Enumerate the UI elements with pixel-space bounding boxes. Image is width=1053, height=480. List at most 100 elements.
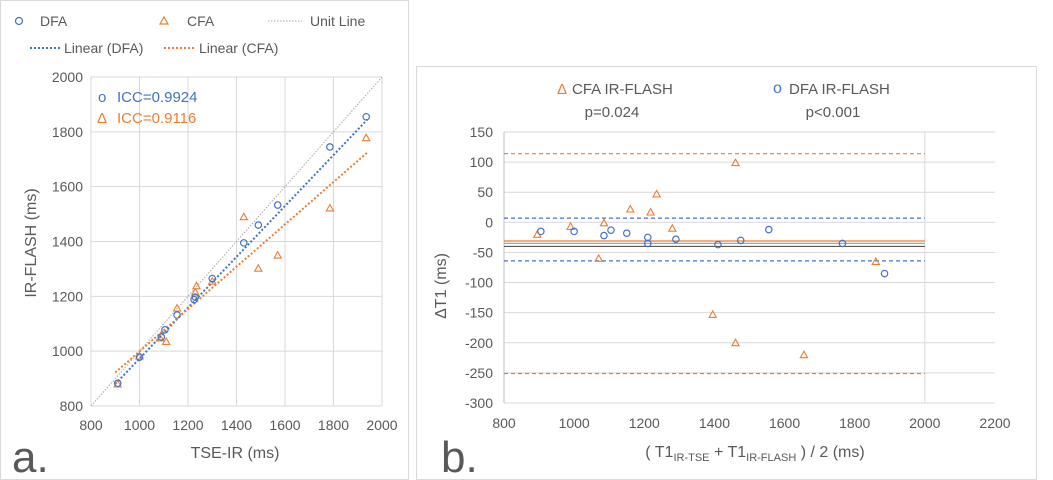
x-title-part1: ( T1 bbox=[645, 444, 673, 461]
dfa-point bbox=[208, 274, 217, 283]
cfa-diff-point bbox=[566, 221, 576, 230]
panel-b-x-tick-label: 2000 bbox=[909, 415, 940, 431]
panel-a-y-tick-label: 1600 bbox=[52, 179, 83, 195]
icc-cfa-annotation: ICC=0.9116 bbox=[117, 110, 196, 127]
dfa-point bbox=[254, 221, 263, 229]
panel-a-x-tick-label: 1200 bbox=[172, 417, 203, 433]
legend-dfa-pvalue: p<0.001 bbox=[806, 104, 861, 121]
x-title-sub2: IR-FLASH bbox=[746, 452, 796, 464]
panel-a-y-tick-label: 2000 bbox=[52, 69, 83, 85]
dfa-point bbox=[135, 353, 144, 361]
cfa-point bbox=[191, 281, 202, 290]
legend-cfa-label: CFA bbox=[187, 13, 215, 29]
dfa-point bbox=[191, 293, 200, 301]
panel-b-lines bbox=[504, 153, 925, 375]
cfa-point bbox=[190, 287, 200, 296]
dfa-diff-point bbox=[600, 231, 608, 240]
icc-cfa-marker: Δ bbox=[97, 110, 107, 127]
x-title-part3: ) / 2 (ms) bbox=[796, 444, 864, 461]
cfa-point bbox=[325, 203, 335, 212]
dfa-diff-point bbox=[714, 240, 722, 249]
cfa-point bbox=[239, 212, 249, 221]
panel-a-y-tick-label: 1200 bbox=[52, 288, 83, 304]
legend-linear-cfa-label: Linear (CFA) bbox=[199, 40, 278, 56]
panel-a-points bbox=[113, 112, 371, 388]
panel-a-x-tick-label: 2000 bbox=[366, 417, 397, 433]
panel-b-x-tick-label: 2200 bbox=[979, 415, 1010, 431]
panel-a-y-tick-label: 800 bbox=[60, 398, 84, 414]
panel-b-grid bbox=[503, 131, 995, 404]
x-title-sub1: IR-TSE bbox=[673, 452, 709, 464]
legend-cfa-marker-icon bbox=[158, 15, 170, 25]
panel-b-y-tick-label: 0 bbox=[485, 214, 493, 230]
cfa-point bbox=[134, 351, 145, 360]
dfa-diff-point bbox=[736, 236, 745, 245]
panel-b-y-tick-label: -250 bbox=[465, 365, 493, 381]
panel-b-x-tick-label: 1400 bbox=[699, 415, 730, 431]
panel-a-frame bbox=[0, 0, 409, 480]
dfa-diff-point bbox=[880, 269, 889, 278]
legend-cfa-irflash-marker: Δ bbox=[557, 81, 567, 98]
panel-b-y-tick-label: 100 bbox=[470, 154, 494, 170]
panel-b-y-axis-title: ΔT1 (ms) bbox=[433, 253, 450, 319]
legend-cfa-pvalue: p=0.024 bbox=[585, 104, 640, 121]
cfa-point bbox=[172, 303, 182, 312]
panel-a: 800 1000 1200 1400 1600 1800 2000 800 1000 1200 14… bbox=[12, 13, 398, 480]
cfa-diff-point bbox=[599, 218, 609, 227]
dfa-diff-point bbox=[537, 227, 545, 236]
panel-b-y-tick-label: -50 bbox=[473, 244, 493, 260]
dfa-point bbox=[326, 143, 334, 151]
cfa-diff-point bbox=[646, 207, 656, 216]
icc-dfa-marker: o bbox=[98, 89, 106, 106]
panel-a-x-tick-label: 1600 bbox=[269, 417, 300, 433]
dfa-point bbox=[157, 333, 166, 341]
panel-b-y-tick-label: 150 bbox=[470, 124, 494, 140]
panel-a-x-tick-label: 800 bbox=[79, 417, 103, 433]
panel-b-y-tick-label: -300 bbox=[465, 395, 493, 411]
dfa-point bbox=[362, 112, 371, 121]
panel-b: 800 1000 1200 1400 1600 1800 2000 2200 150 100 50 0… bbox=[433, 80, 1011, 480]
panel-a-x-tick-label: 1400 bbox=[221, 417, 252, 433]
panel-b-frame bbox=[416, 66, 1037, 480]
panel-b-x-tick-label: 1800 bbox=[839, 415, 870, 431]
panel-b-y-tick-label: -100 bbox=[465, 275, 493, 291]
panel-b-x-tick-label: 800 bbox=[492, 415, 516, 431]
cfa-point bbox=[361, 133, 371, 142]
cfa-diff-point bbox=[799, 350, 809, 359]
dfa-point bbox=[239, 239, 248, 247]
icc-dfa-annotation: ICC=0.9924 bbox=[117, 89, 197, 106]
dfa-diff-point bbox=[764, 225, 773, 234]
panel-b-x-tick-label: 1600 bbox=[769, 415, 800, 431]
dfa-point bbox=[161, 325, 169, 334]
panel-b-points bbox=[532, 157, 889, 359]
panel-a-y-axis-title: IR-FLASH (ms) bbox=[23, 188, 40, 297]
cfa-diff-point bbox=[871, 256, 881, 265]
legend-dfa-irflash-label: DFA IR-FLASH bbox=[789, 81, 890, 98]
legend-dfa-marker-icon bbox=[14, 16, 24, 26]
panel-a-label: a. bbox=[12, 433, 49, 480]
dfa-diff-point bbox=[570, 227, 578, 236]
cfa-diff-point bbox=[594, 253, 604, 262]
dfa-point bbox=[173, 311, 181, 319]
legend-linear-dfa-label: Linear (DFA) bbox=[64, 40, 143, 56]
panel-a-x-tick-label: 1000 bbox=[124, 417, 155, 433]
legend-cfa-irflash-label: CFA IR-FLASH bbox=[572, 81, 673, 98]
legend-dfa-label: DFA bbox=[40, 13, 68, 29]
panel-a-y-tick-label: 1400 bbox=[52, 234, 83, 250]
cfa-point bbox=[273, 250, 283, 259]
panel-b-y-tick-label: -150 bbox=[465, 305, 493, 321]
x-title-part2: + T1 bbox=[710, 444, 747, 461]
legend-unit-label: Unit Line bbox=[310, 13, 365, 29]
cfa-diff-point bbox=[730, 338, 741, 347]
dfa-diff-point bbox=[622, 229, 631, 237]
cfa-diff-point bbox=[730, 157, 741, 167]
panel-a-x-axis-title: TSE-IR (ms) bbox=[191, 445, 280, 462]
panel-a-y-tick-label: 1000 bbox=[52, 343, 83, 359]
cfa-point bbox=[161, 336, 171, 346]
panel-b-ticks: 800 1000 1200 1400 1600 1800 2000 2200 150 100 50 0… bbox=[465, 124, 1011, 431]
dfa-diff-point bbox=[643, 239, 652, 248]
cfa-diff-point bbox=[708, 309, 718, 318]
panel-a-x-tick-label: 1800 bbox=[318, 417, 349, 433]
legend-dfa-irflash-marker: o bbox=[773, 80, 782, 97]
cfa-diff-point bbox=[625, 204, 635, 213]
